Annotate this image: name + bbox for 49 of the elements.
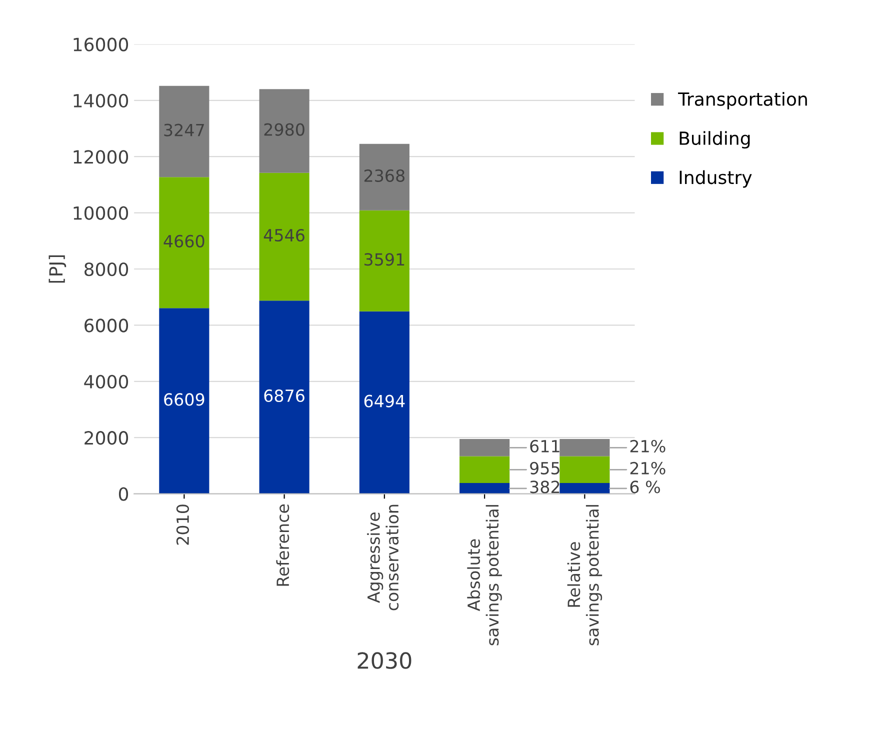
data-label: 955	[530, 462, 560, 474]
y-tick-label: 14000	[74, 94, 128, 108]
bar	[159, 308, 210, 494]
bar	[359, 311, 410, 494]
bar	[460, 483, 510, 494]
data-label: 6494	[364, 394, 405, 408]
y-tick-label: 6000	[84, 318, 128, 332]
x-tick-label: Aggressive conservation	[367, 504, 399, 610]
legend-label: Building	[680, 131, 750, 149]
data-label: 3247	[164, 124, 204, 136]
bar	[359, 210, 410, 312]
data-label: 4660	[164, 234, 204, 248]
data-label: 4546	[264, 228, 304, 242]
data-label: 3591	[364, 253, 404, 266]
data-label: 6876	[264, 389, 304, 402]
data-label: 382	[530, 480, 560, 494]
bar	[560, 439, 610, 456]
data-label: 2980	[264, 123, 304, 136]
y-tick-label: 4000	[84, 374, 128, 389]
bar	[159, 86, 210, 178]
legend-label: Industry	[680, 170, 752, 188]
bar	[560, 483, 610, 494]
bar	[259, 300, 310, 494]
bar	[359, 144, 410, 210]
x-tick-label: Reference	[276, 504, 290, 586]
data-label: 2368	[364, 169, 404, 182]
y-tick-label: 2000	[84, 431, 128, 445]
x-axis-title: 2030	[358, 652, 412, 669]
y-axis-title: [PJ]	[48, 255, 66, 283]
y-tick-label: 10000	[74, 206, 128, 220]
bar	[259, 89, 310, 173]
annotation: 21%	[630, 440, 666, 452]
data-label: 6609	[164, 393, 204, 406]
bar	[159, 177, 210, 308]
y-tick-label: 12000	[74, 150, 128, 164]
bar	[460, 456, 510, 484]
x-tick-label: 2010	[176, 504, 189, 545]
y-tick-label: 8000	[84, 262, 128, 276]
data-label: 611	[530, 440, 560, 452]
bar	[259, 172, 310, 301]
annotation: 6 %	[630, 480, 660, 494]
annotation: 21%	[630, 462, 666, 474]
y-tick-label: 16000	[74, 38, 128, 52]
x-tick-label: Absolute savings potential	[467, 505, 502, 646]
legend-label: Transportation	[678, 92, 807, 110]
x-tick-label: Relative savings potential	[567, 505, 602, 646]
bar	[560, 456, 610, 484]
y-tick-label: 0	[118, 487, 128, 501]
bar	[460, 439, 510, 456]
